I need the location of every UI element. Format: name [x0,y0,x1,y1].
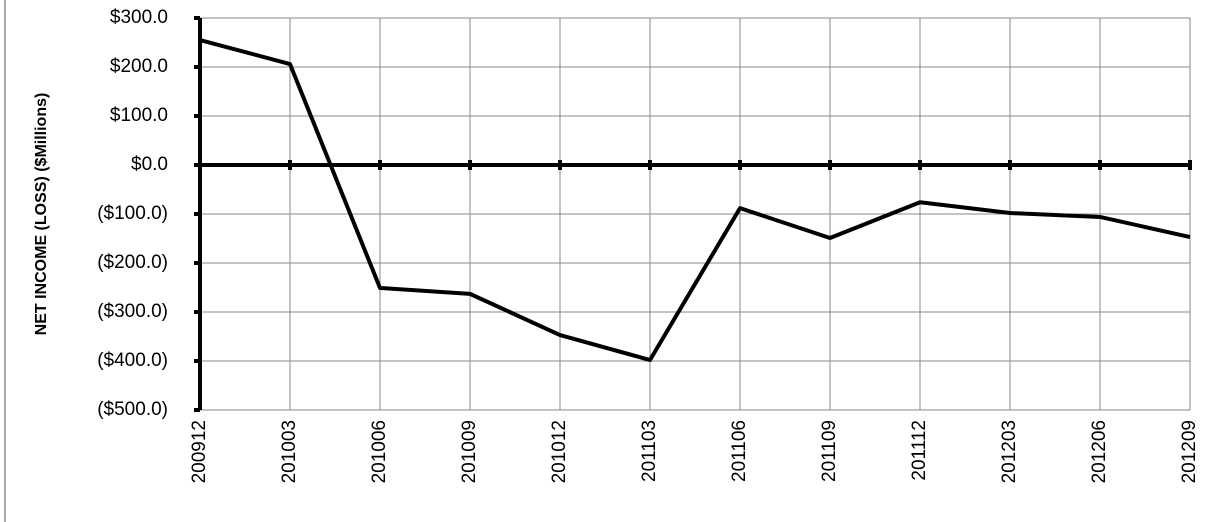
x-tick-label: 201203 [999,420,1020,483]
x-tick-label: 201209 [1179,420,1200,483]
x-tick-label: 201103 [639,420,660,482]
y-tick-label: ($200.0) [97,252,168,273]
x-tick-label: 201206 [1089,420,1110,483]
line-series [199,38,1191,363]
y-tick-label: $0.0 [131,154,168,175]
x-tick-label: 201112 [909,420,930,481]
y-axis-label: NET INCOME (LOSS) ($Millions) [33,93,50,336]
x-tick-label: 200912 [189,420,210,483]
x-tick-label: 201006 [369,420,390,483]
y-tick-label: ($100.0) [97,203,168,224]
y-tick-label: ($300.0) [97,301,168,322]
y-tick-label: $300.0 [110,7,168,28]
y-tick-label: ($400.0) [97,350,168,371]
x-tick-label: 201109 [819,420,840,482]
x-tick-label: 201106 [729,420,750,482]
x-tick-label: 201009 [459,420,480,483]
y-tick-label: ($500.0) [97,399,168,420]
y-tick-label: $200.0 [110,56,168,77]
x-tick-label: 201003 [279,420,300,483]
x-tick-label: 201012 [549,420,570,483]
y-tick-label: $100.0 [110,105,168,126]
